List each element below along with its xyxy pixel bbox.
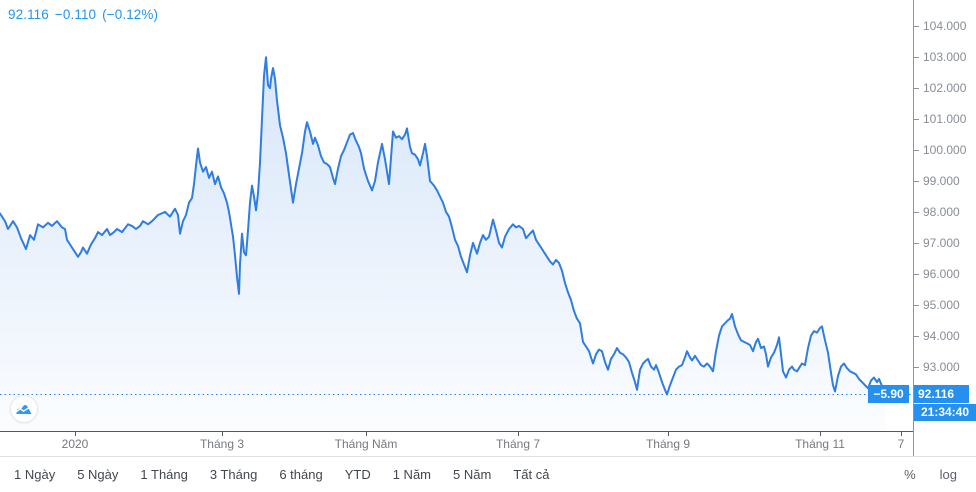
axis-tick-mark (366, 432, 367, 436)
range-button-5-năm[interactable]: 5 Năm (445, 461, 499, 488)
range-button-1-tháng[interactable]: 1 Tháng (132, 461, 195, 488)
scale-toggle-group: % log (897, 462, 964, 487)
date-axis-label: Tháng Năm (334, 437, 398, 451)
price-axis-label: 94.000 (914, 329, 976, 343)
price-axis-label: 103.000 (914, 50, 976, 64)
axis-corner-line (913, 431, 914, 456)
axis-tick-mark (914, 26, 919, 28)
axis-tick-mark (914, 150, 919, 152)
date-axis[interactable]: 2020 Tháng 3 Tháng Năm Tháng 7 Tháng 9 Tháng … (0, 431, 976, 456)
chart-logo-button[interactable] (10, 395, 38, 423)
date-axis-label: 2020 (61, 437, 89, 451)
countdown-badge: 21:34:40 (914, 404, 976, 421)
price-axis-label: 102.000 (914, 81, 976, 95)
axis-tick-mark (901, 432, 902, 436)
price-axis-label: 93.000 (914, 360, 976, 374)
area-chart-logo-icon (16, 403, 32, 415)
price-axis-label: 95.000 (914, 298, 976, 312)
axis-tick-mark (914, 57, 919, 59)
price-axis-label: 98.000 (914, 205, 976, 219)
price-chart-plot[interactable] (0, 0, 913, 431)
period-change-tag: −5.90 (868, 385, 909, 403)
date-axis-label: Tháng 3 (199, 437, 245, 451)
axis-tick-mark (668, 432, 669, 436)
range-button-1-năm[interactable]: 1 Năm (385, 461, 439, 488)
last-price-badge: 92.116 (914, 385, 969, 403)
price-axis-label: 99.000 (914, 174, 976, 188)
range-button-5-ngày[interactable]: 5 Ngày (69, 461, 126, 488)
axis-tick-mark (914, 335, 919, 337)
log-scale-button[interactable]: log (933, 462, 964, 487)
range-button-ytd[interactable]: YTD (337, 461, 379, 488)
axis-tick-mark (914, 366, 919, 368)
price-axis-label: 104.000 (914, 19, 976, 33)
axis-tick-mark (820, 432, 821, 436)
axis-tick-mark (914, 88, 919, 90)
change-text: −0.110 (54, 7, 97, 22)
date-axis-label: Tháng 9 (645, 437, 691, 451)
range-button-6-tháng[interactable]: 6 tháng (271, 461, 330, 488)
axis-tick-mark (222, 432, 223, 436)
price-axis-label: 97.000 (914, 236, 976, 250)
axis-tick-mark (914, 273, 919, 275)
percent-scale-button[interactable]: % (897, 462, 923, 487)
quote-header: 92.116 −0.110 (−0.12%) (8, 7, 164, 22)
chart-region: 92.116 −0.110 (−0.12%) 104.000 103.000 102.0… (0, 0, 976, 431)
change-percent-text: (−0.12%) (102, 7, 159, 22)
price-axis-label: 100.000 (914, 143, 976, 157)
axis-tick-mark (914, 304, 919, 306)
axis-tick-mark (518, 432, 519, 436)
range-button-1-ngày[interactable]: 1 Ngày (6, 461, 63, 488)
range-button-tất-cả[interactable]: Tất cả (505, 461, 557, 488)
price-axis-label: 101.000 (914, 112, 976, 126)
date-axis-label: 7 (897, 437, 905, 451)
axis-tick-mark (914, 242, 919, 244)
date-axis-label: Tháng 7 (495, 437, 541, 451)
last-price-text: 92.116 (8, 7, 49, 22)
axis-tick-mark (914, 211, 919, 213)
area-chart-canvas[interactable] (0, 0, 913, 431)
axis-tick-mark (914, 119, 919, 121)
price-axis-label: 96.000 (914, 267, 976, 281)
range-button-3-tháng[interactable]: 3 Tháng (202, 461, 265, 488)
axis-tick-mark (75, 432, 76, 436)
x-axis-line (0, 431, 914, 432)
range-toolbar: 1 Ngày 5 Ngày 1 Tháng 3 Tháng 6 tháng YTD 1 Nă… (0, 456, 976, 492)
price-axis[interactable]: 104.000 103.000 102.000 101.000 100.000 99.00… (913, 0, 976, 431)
range-button-group: 1 Ngày 5 Ngày 1 Tháng 3 Tháng 6 tháng YTD 1 Nă… (6, 461, 557, 488)
date-axis-label: Tháng 11 (795, 437, 845, 451)
axis-tick-mark (914, 181, 919, 182)
